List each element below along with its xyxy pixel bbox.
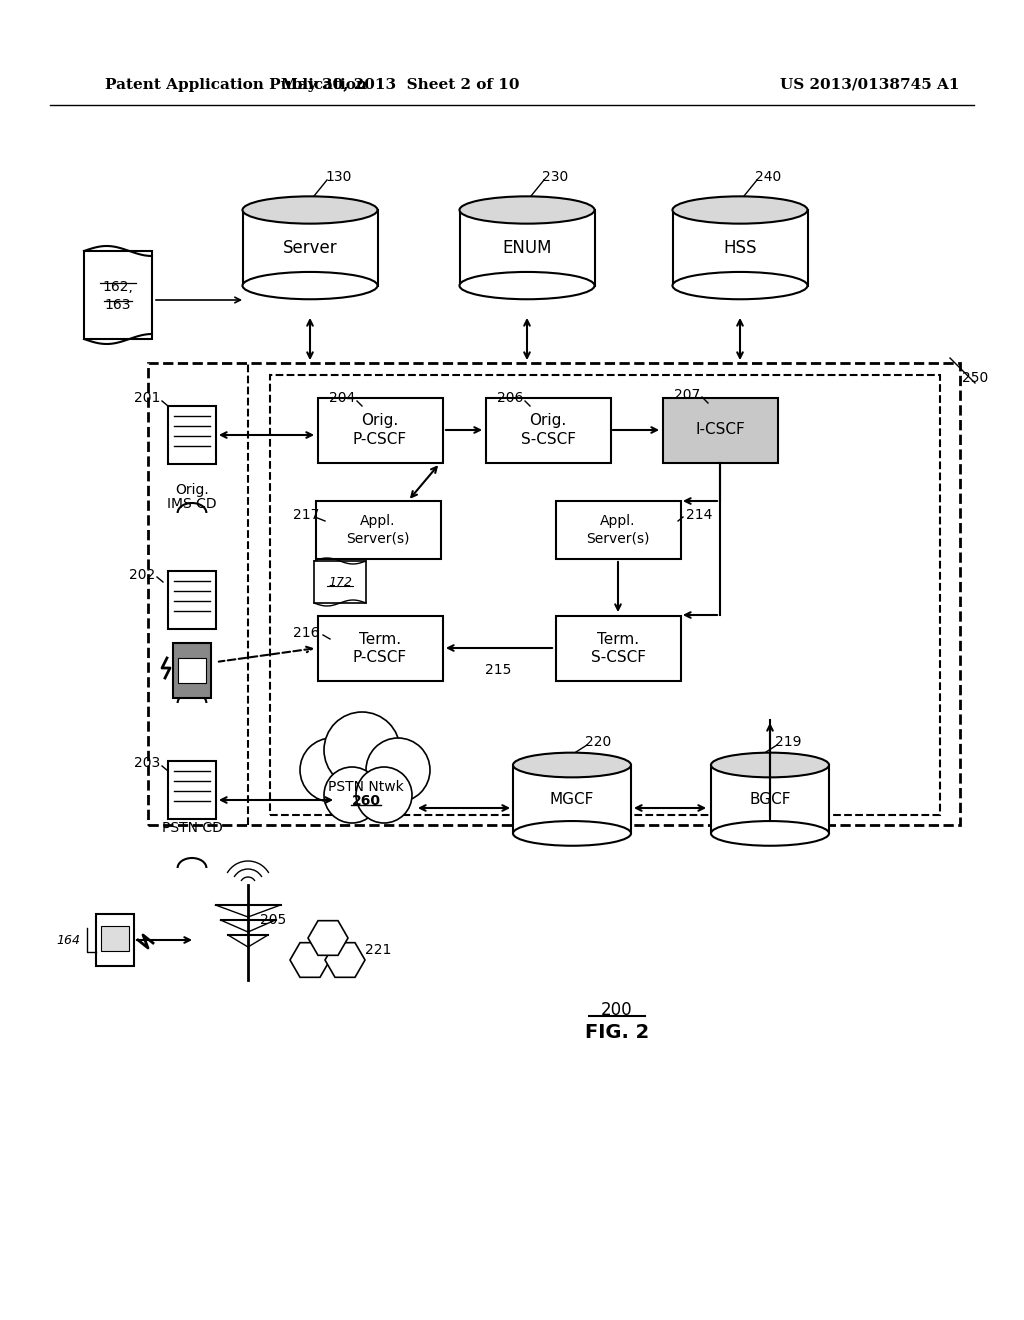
Circle shape (356, 767, 412, 822)
Bar (270, 375, 940, 814)
Text: PSTN CD: PSTN CD (162, 821, 222, 836)
Text: Appl.: Appl. (360, 513, 395, 528)
Bar (485, 397, 610, 462)
Bar (460, 210, 595, 285)
Circle shape (300, 738, 364, 803)
Ellipse shape (460, 197, 595, 223)
Text: 162,: 162, (102, 280, 133, 294)
Text: 203: 203 (134, 756, 160, 770)
Text: Patent Application Publication: Patent Application Publication (105, 78, 367, 92)
Circle shape (366, 738, 430, 803)
Ellipse shape (460, 272, 595, 300)
Text: ENUM: ENUM (502, 239, 552, 257)
Text: MGCF: MGCF (550, 792, 594, 807)
Text: 230: 230 (542, 170, 568, 183)
Text: S-CSCF: S-CSCF (591, 649, 645, 664)
Bar (513, 766, 631, 833)
Bar (84, 251, 152, 339)
Bar (178, 657, 206, 682)
Text: IMS CD: IMS CD (167, 498, 217, 511)
Text: 206: 206 (497, 391, 523, 405)
Bar (243, 210, 378, 285)
Bar (148, 363, 961, 825)
Ellipse shape (673, 197, 808, 223)
Text: US 2013/0138745 A1: US 2013/0138745 A1 (780, 78, 959, 92)
Text: Term.: Term. (359, 631, 401, 647)
Bar (168, 407, 216, 465)
Text: 130: 130 (325, 170, 351, 183)
Bar (663, 397, 777, 462)
Text: 201: 201 (133, 391, 160, 405)
Text: 215: 215 (484, 663, 511, 677)
Text: 164: 164 (56, 933, 80, 946)
Text: 217: 217 (293, 508, 319, 521)
Text: FIG. 2: FIG. 2 (585, 1023, 649, 1041)
Bar (555, 615, 681, 681)
Bar (168, 572, 216, 630)
Ellipse shape (513, 821, 631, 846)
Ellipse shape (513, 752, 631, 777)
Text: HSS: HSS (723, 239, 757, 257)
Bar (314, 561, 366, 603)
Circle shape (324, 767, 380, 822)
Text: Server: Server (283, 239, 337, 257)
Text: 240: 240 (755, 170, 781, 183)
Text: Appl.: Appl. (600, 513, 636, 528)
Bar (555, 502, 681, 558)
Ellipse shape (711, 752, 829, 777)
Text: Server(s): Server(s) (346, 532, 410, 546)
Ellipse shape (243, 197, 378, 223)
Bar (317, 615, 442, 681)
Text: 163: 163 (104, 298, 131, 312)
Text: 200: 200 (601, 1001, 633, 1019)
Ellipse shape (711, 821, 829, 846)
Text: I-CSCF: I-CSCF (695, 422, 744, 437)
Text: 250: 250 (962, 371, 988, 385)
Text: Orig.: Orig. (175, 483, 209, 498)
Text: 216: 216 (294, 626, 319, 640)
Text: Term.: Term. (597, 631, 639, 647)
Ellipse shape (673, 272, 808, 300)
Text: PSTN Ntwk: PSTN Ntwk (328, 780, 403, 795)
Text: P-CSCF: P-CSCF (353, 649, 408, 664)
Text: P-CSCF: P-CSCF (353, 432, 408, 446)
Bar (168, 762, 216, 818)
Text: 221: 221 (365, 942, 391, 957)
Text: May 30, 2013  Sheet 2 of 10: May 30, 2013 Sheet 2 of 10 (281, 78, 519, 92)
Bar (101, 927, 129, 950)
Text: 207: 207 (674, 388, 700, 403)
Text: Orig.: Orig. (361, 413, 398, 429)
Bar (315, 502, 440, 558)
Text: Server(s): Server(s) (587, 532, 650, 546)
Bar (711, 766, 829, 833)
Text: 220: 220 (585, 735, 611, 748)
Text: 172: 172 (328, 576, 352, 589)
Text: 204: 204 (329, 391, 355, 405)
Bar (673, 210, 808, 285)
Text: S-CSCF: S-CSCF (520, 432, 575, 446)
Text: BGCF: BGCF (750, 792, 791, 807)
Text: Orig.: Orig. (529, 413, 566, 429)
Text: 260: 260 (351, 795, 381, 808)
Text: 205: 205 (260, 913, 287, 927)
Bar (317, 397, 442, 462)
Circle shape (324, 711, 400, 788)
Text: 202: 202 (129, 568, 155, 582)
Text: 214: 214 (686, 508, 713, 521)
Ellipse shape (243, 272, 378, 300)
Bar (173, 643, 211, 697)
Text: 219: 219 (775, 735, 802, 748)
Bar (96, 913, 134, 966)
